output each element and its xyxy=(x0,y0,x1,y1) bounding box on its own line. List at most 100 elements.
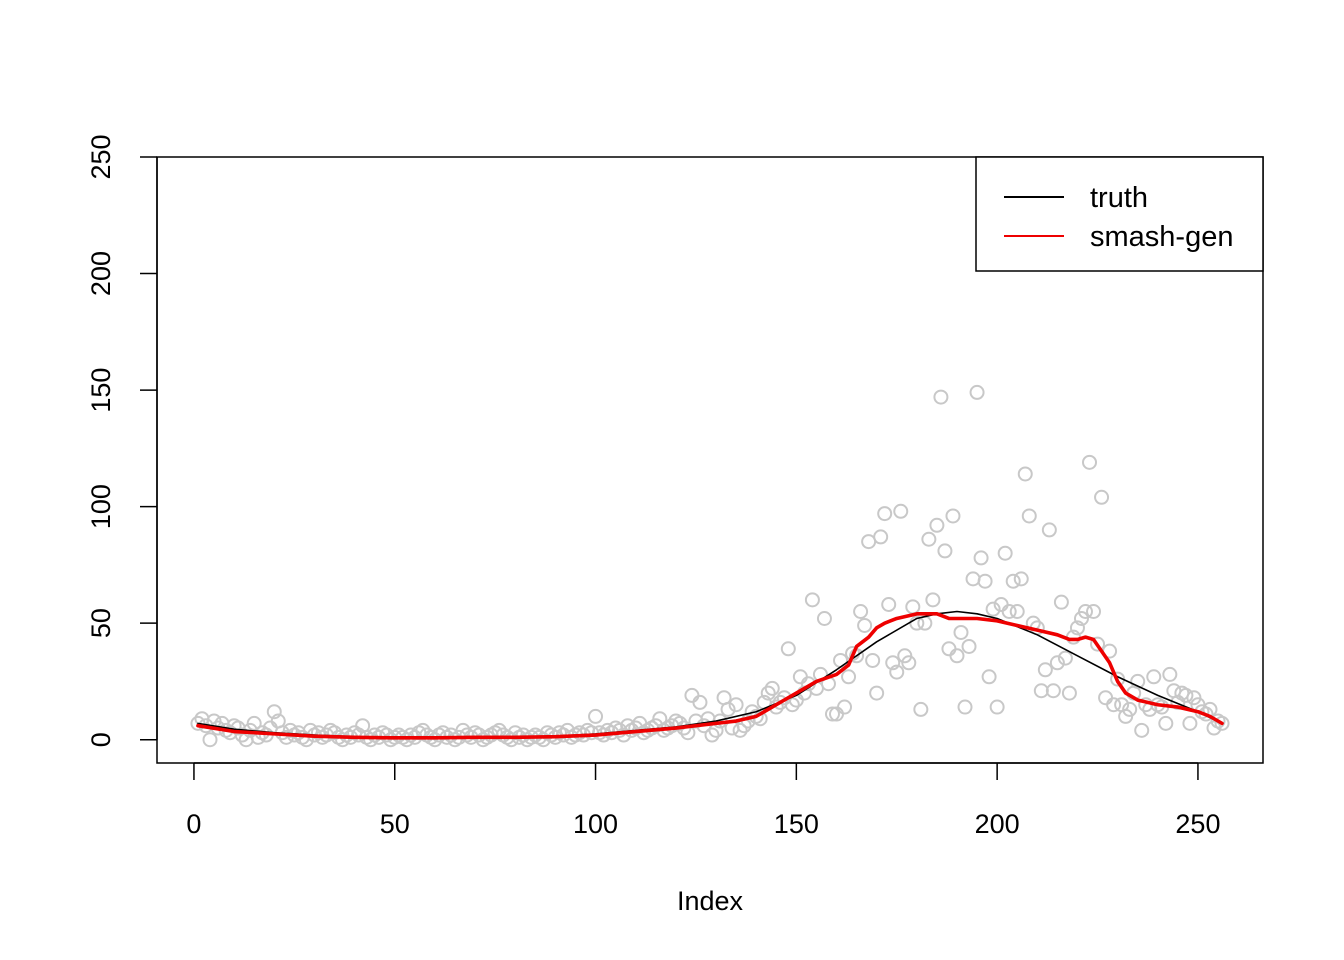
data-point xyxy=(1146,669,1162,685)
data-point xyxy=(949,648,965,664)
data-point xyxy=(997,545,1013,561)
data-point xyxy=(841,669,857,685)
data-point xyxy=(732,722,748,738)
data-point xyxy=(1086,604,1102,619)
data-point xyxy=(298,732,314,748)
data-point xyxy=(1053,594,1069,610)
data-point xyxy=(1037,662,1053,678)
data-point xyxy=(816,610,832,626)
data-point xyxy=(588,708,604,724)
data-point xyxy=(921,531,937,547)
data-point xyxy=(853,604,869,619)
data-point xyxy=(1122,701,1138,717)
data-point xyxy=(1005,573,1021,589)
data-point xyxy=(893,503,909,519)
data-point xyxy=(1162,666,1178,682)
data-point xyxy=(804,592,820,608)
data-point xyxy=(881,597,897,613)
data-point xyxy=(1021,508,1037,524)
data-point xyxy=(234,727,250,743)
x-tick-label: 0 xyxy=(186,809,201,839)
legend: truth smash-gen xyxy=(975,156,1264,272)
data-point xyxy=(1094,489,1110,505)
data-point xyxy=(885,655,901,671)
data-point xyxy=(1130,673,1146,689)
data-point xyxy=(1082,454,1098,470)
data-point xyxy=(266,704,282,720)
data-point xyxy=(399,732,415,748)
data-point xyxy=(1214,715,1230,731)
y-tick-label: 50 xyxy=(86,608,116,638)
data-point xyxy=(877,506,893,522)
data-point xyxy=(1090,636,1106,652)
data-point xyxy=(857,617,873,633)
data-point xyxy=(363,732,379,748)
data-point xyxy=(760,685,776,701)
data-point xyxy=(977,573,993,589)
data-point xyxy=(246,715,262,731)
y-tick-label: 150 xyxy=(86,368,116,413)
data-point xyxy=(973,550,989,566)
data-point xyxy=(1061,685,1077,701)
data-point xyxy=(969,384,985,400)
data-point xyxy=(945,508,961,524)
x-axis-title: Index xyxy=(677,886,744,916)
series-line-smash-gen xyxy=(196,612,1224,740)
data-point xyxy=(1009,604,1025,619)
data-point xyxy=(873,529,889,545)
y-tick-label: 200 xyxy=(86,251,116,296)
data-point xyxy=(616,727,632,743)
data-point xyxy=(692,694,708,710)
data-point xyxy=(335,732,351,748)
data-point xyxy=(1045,683,1061,699)
data-point xyxy=(1001,604,1017,619)
legend-label-smash-gen: smash-gen xyxy=(1090,221,1233,253)
data-point xyxy=(929,517,945,533)
x-tick-label: 200 xyxy=(975,809,1020,839)
data-point xyxy=(937,543,953,559)
x-tick-label: 50 xyxy=(380,809,410,839)
data-point xyxy=(1134,722,1150,738)
data-point xyxy=(1106,697,1122,713)
x-tick-label: 100 xyxy=(573,809,618,839)
data-point xyxy=(282,722,298,738)
data-point xyxy=(780,641,796,657)
data-point xyxy=(925,592,941,608)
data-point xyxy=(865,652,881,668)
data-point xyxy=(764,680,780,696)
x-tick-label: 250 xyxy=(1175,809,1220,839)
data-point xyxy=(202,732,218,748)
y-axis: 0 50 100 150 200 250 xyxy=(86,134,158,747)
data-point xyxy=(1013,571,1029,587)
data-point xyxy=(989,699,1005,715)
series-lines xyxy=(196,610,1224,740)
data-point xyxy=(1182,715,1198,731)
y-tick-label: 0 xyxy=(86,732,116,747)
data-point xyxy=(901,655,917,671)
data-point xyxy=(824,706,840,722)
legend-label-truth: truth xyxy=(1090,182,1148,214)
data-point xyxy=(190,715,206,731)
data-point xyxy=(720,701,736,717)
data-point xyxy=(1158,715,1174,731)
data-point xyxy=(869,685,885,701)
data-point xyxy=(1069,620,1085,636)
data-point xyxy=(507,725,523,741)
data-point xyxy=(704,727,720,743)
data-point xyxy=(933,389,949,405)
data-point xyxy=(1049,655,1065,671)
x-tick-label: 150 xyxy=(774,809,819,839)
data-point xyxy=(961,638,977,654)
legend-box xyxy=(975,156,1264,272)
data-point xyxy=(1041,522,1057,538)
data-point xyxy=(837,699,853,715)
data-point xyxy=(913,701,929,717)
data-point xyxy=(889,664,905,680)
data-point xyxy=(728,697,744,713)
data-point xyxy=(1077,604,1093,619)
data-point xyxy=(1057,650,1073,666)
data-point xyxy=(1178,687,1194,703)
data-point xyxy=(953,624,969,640)
